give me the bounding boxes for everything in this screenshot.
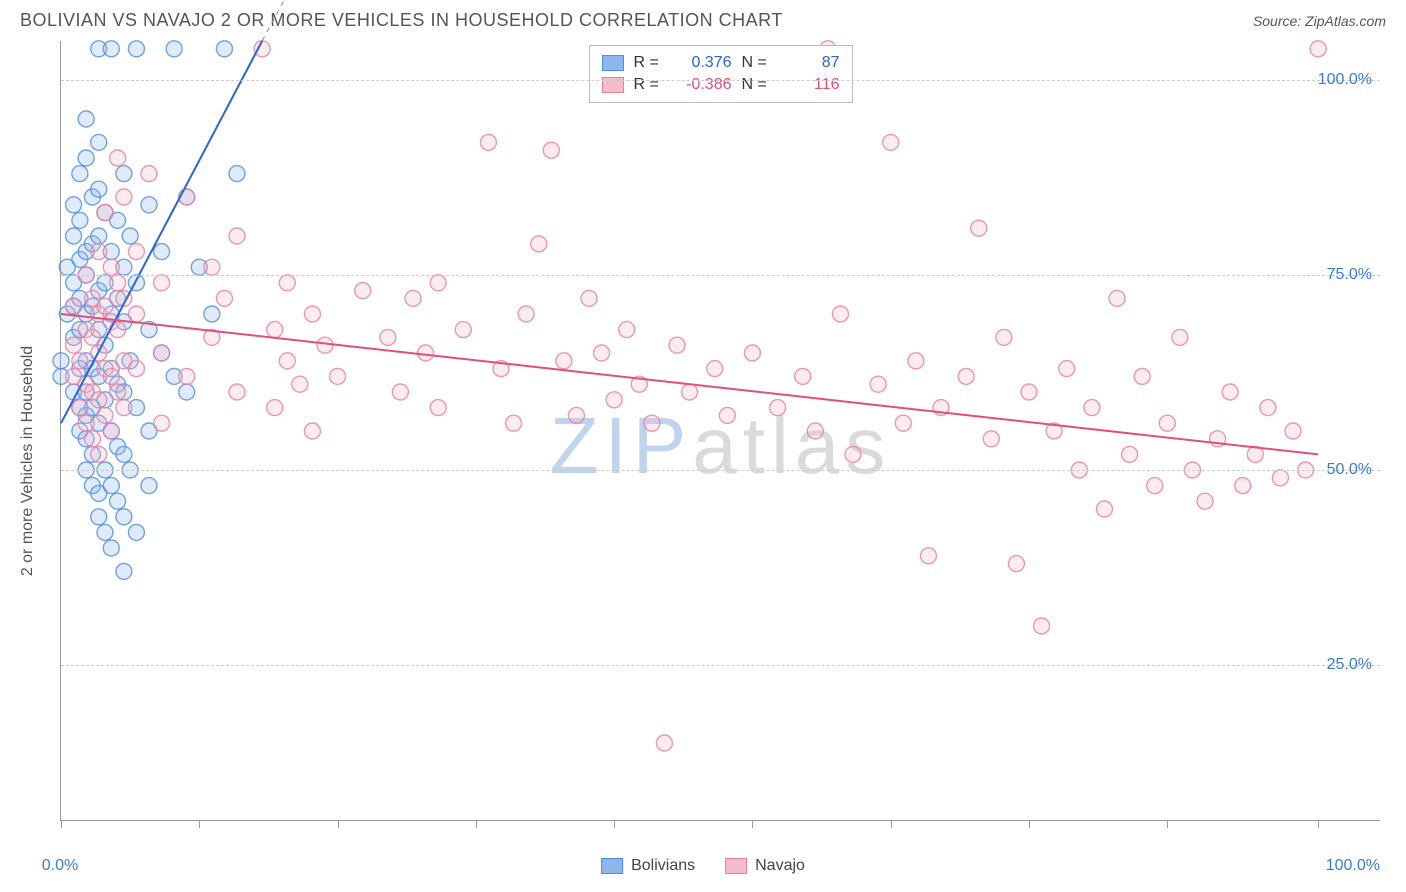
source-line: Source: ZipAtlas.com: [1253, 13, 1386, 29]
x-tick: [1167, 820, 1168, 828]
source-name: ZipAtlas.com: [1305, 13, 1386, 29]
swatch-bolivians: [602, 55, 624, 71]
legend-label-navajo: Navajo: [755, 857, 805, 875]
r-label-1: R =: [634, 74, 662, 96]
y-tick-label: 25.0%: [1327, 656, 1372, 674]
n-label-0: N =: [742, 52, 770, 74]
x-tick: [61, 820, 62, 828]
x-tick: [614, 820, 615, 828]
gridline-h: [61, 470, 1380, 471]
source-label: Source:: [1253, 13, 1305, 29]
legend-series: Bolivians Navajo: [601, 857, 805, 875]
legend-correlation: R = 0.376 N = 87 R = -0.386 N = 116: [589, 45, 853, 103]
chart-container: 2 or more Vehicles in Household ZIPatlas…: [20, 41, 1386, 881]
r-label-0: R =: [634, 52, 662, 74]
legend-label-bolivians: Bolivians: [631, 857, 695, 875]
y-tick-label: 50.0%: [1327, 461, 1372, 479]
legend-item-navajo: Navajo: [725, 857, 805, 875]
legend-swatch-bolivians: [601, 858, 623, 874]
legend-row-navajo: R = -0.386 N = 116: [602, 74, 840, 96]
y-axis-label: 2 or more Vehicles in Household: [19, 346, 37, 576]
r-value-0: 0.376: [672, 52, 732, 74]
n-value-1: 116: [780, 74, 840, 96]
x-tick: [1318, 820, 1319, 828]
x-end-label: 100.0%: [1326, 857, 1380, 875]
y-tick-label: 75.0%: [1327, 266, 1372, 284]
scatter-svg: [61, 41, 1380, 820]
legend-row-bolivians: R = 0.376 N = 87: [602, 52, 840, 74]
n-label-1: N =: [742, 74, 770, 96]
gridline-h: [61, 275, 1380, 276]
x-tick: [891, 820, 892, 828]
x-tick: [752, 820, 753, 828]
x-tick: [338, 820, 339, 828]
legend-swatch-navajo: [725, 858, 747, 874]
x-tick: [1029, 820, 1030, 828]
legend-item-bolivians: Bolivians: [601, 857, 695, 875]
x-tick: [476, 820, 477, 828]
gridline-h: [61, 665, 1380, 666]
x-tick: [199, 820, 200, 828]
y-tick-label: 100.0%: [1318, 71, 1372, 89]
x-start-label: 0.0%: [42, 857, 78, 875]
chart-title: BOLIVIAN VS NAVAJO 2 OR MORE VEHICLES IN…: [20, 10, 783, 31]
r-value-1: -0.386: [672, 74, 732, 96]
n-value-0: 87: [780, 52, 840, 74]
plot-area: ZIPatlas R = 0.376 N = 87 R = -0.386 N =…: [60, 41, 1380, 821]
gridline-h: [61, 80, 1380, 81]
